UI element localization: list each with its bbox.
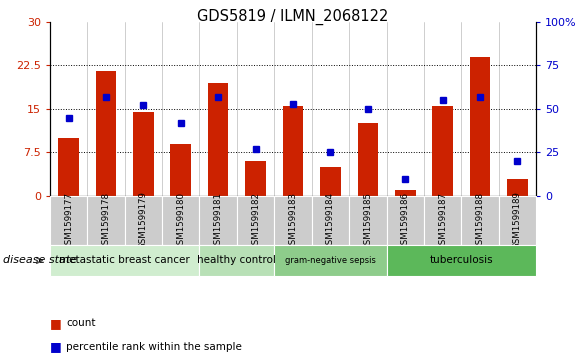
Text: GSM1599189: GSM1599189 [513,192,522,249]
Bar [424,196,461,245]
Bar [432,106,453,196]
Text: ■: ■ [50,317,62,330]
Bar [50,196,87,245]
Text: healthy control: healthy control [197,256,277,265]
Text: GSM1599183: GSM1599183 [288,192,298,249]
Text: disease state: disease state [3,256,77,265]
Bar [125,196,162,245]
Bar [507,179,528,196]
Bar [320,167,340,196]
Text: GSM1599177: GSM1599177 [64,192,73,249]
Text: count: count [66,318,96,328]
Bar [50,245,199,276]
Bar [162,196,199,245]
Bar [349,196,387,245]
Text: GSM1599179: GSM1599179 [139,192,148,249]
Text: GSM1599185: GSM1599185 [363,192,372,249]
Text: GSM1599182: GSM1599182 [251,192,260,249]
Bar [274,245,387,276]
Text: gram-negative sepsis: gram-negative sepsis [285,256,376,265]
Text: percentile rank within the sample: percentile rank within the sample [66,342,242,352]
Text: metastatic breast cancer: metastatic breast cancer [59,256,190,265]
Bar [199,196,237,245]
Bar [282,106,304,196]
Bar [395,190,415,196]
Bar [274,196,312,245]
Text: GSM1599184: GSM1599184 [326,192,335,249]
Text: GSM1599186: GSM1599186 [401,192,410,249]
Text: ■: ■ [50,340,62,353]
Bar [387,245,536,276]
Bar [87,196,125,245]
Text: GSM1599188: GSM1599188 [476,192,485,249]
Bar [58,138,79,196]
Bar [171,144,191,196]
Bar [133,112,154,196]
Bar [208,83,229,196]
Bar [312,196,349,245]
Text: GSM1599187: GSM1599187 [438,192,447,249]
Text: tuberculosis: tuberculosis [430,256,493,265]
Bar [246,161,266,196]
Text: GDS5819 / ILMN_2068122: GDS5819 / ILMN_2068122 [197,9,389,25]
Text: GSM1599180: GSM1599180 [176,192,185,249]
Bar [387,196,424,245]
Text: GSM1599178: GSM1599178 [101,192,110,249]
Bar [199,245,274,276]
Bar [96,71,116,196]
Bar [499,196,536,245]
Text: GSM1599181: GSM1599181 [214,192,223,249]
Bar [461,196,499,245]
Bar [237,196,274,245]
Bar [470,57,490,196]
Bar [357,123,378,196]
